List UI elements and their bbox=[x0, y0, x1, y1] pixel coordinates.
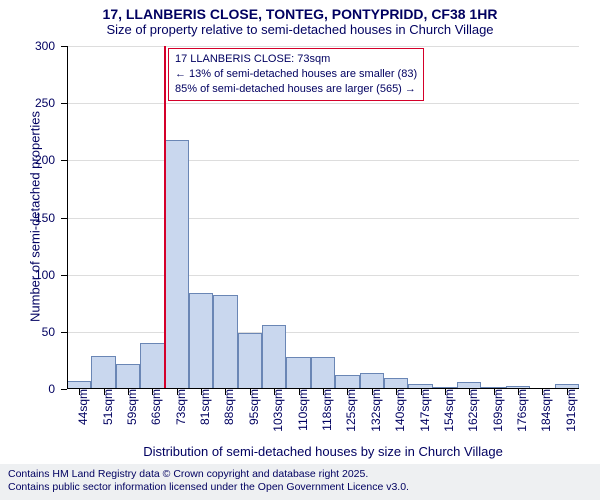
histogram-bar bbox=[262, 325, 286, 389]
histogram-bar bbox=[286, 357, 310, 389]
ytick-label: 50 bbox=[42, 325, 67, 339]
chart-title-2: Size of property relative to semi-detach… bbox=[0, 22, 600, 37]
xtick-label: 132sqm bbox=[361, 389, 383, 432]
xtick-label: 191sqm bbox=[556, 389, 578, 432]
histogram-bar bbox=[213, 295, 237, 389]
xtick-label: 110sqm bbox=[288, 389, 310, 431]
xtick-label: 118sqm bbox=[312, 389, 334, 431]
x-axis-label: Distribution of semi-detached houses by … bbox=[67, 444, 579, 459]
xtick-label: 66sqm bbox=[141, 389, 163, 425]
gridline bbox=[67, 218, 579, 219]
xtick-label: 59sqm bbox=[117, 389, 139, 425]
xtick-label: 154sqm bbox=[434, 389, 456, 432]
xtick-label: 140sqm bbox=[385, 389, 407, 432]
attribution-footer: Contains HM Land Registry data © Crown c… bbox=[0, 464, 600, 500]
xtick-label: 44sqm bbox=[68, 389, 90, 425]
gridline bbox=[67, 103, 579, 104]
y-axis-line bbox=[67, 46, 68, 389]
histogram-bar bbox=[91, 356, 115, 389]
annotation-line-3: 85% of semi-detached houses are larger (… bbox=[175, 82, 417, 97]
xtick-label: 73sqm bbox=[166, 389, 188, 425]
histogram-bar bbox=[335, 375, 359, 389]
footer-line-1: Contains HM Land Registry data © Crown c… bbox=[8, 468, 592, 481]
histogram-bar bbox=[189, 293, 213, 389]
xtick-label: 51sqm bbox=[93, 389, 115, 425]
xtick-label: 88sqm bbox=[214, 389, 236, 425]
histogram-bar bbox=[238, 333, 262, 389]
xtick-label: 103sqm bbox=[263, 389, 285, 432]
ytick-label: 0 bbox=[48, 382, 67, 396]
histogram-bar bbox=[140, 343, 164, 389]
gridline bbox=[67, 46, 579, 47]
annotation-box: 17 LLANBERIS CLOSE: 73sqm← 13% of semi-d… bbox=[168, 48, 424, 101]
xtick-label: 184sqm bbox=[531, 389, 553, 432]
ytick-label: 300 bbox=[35, 39, 67, 53]
property-marker-line bbox=[164, 46, 166, 389]
chart-title-1: 17, LLANBERIS CLOSE, TONTEG, PONTYPRIDD,… bbox=[0, 0, 600, 22]
histogram-bar bbox=[360, 373, 384, 389]
footer-line-2: Contains public sector information licen… bbox=[8, 481, 592, 494]
histogram-bar bbox=[116, 364, 140, 389]
plot-area: 05010015020025030044sqm51sqm59sqm66sqm73… bbox=[67, 46, 579, 389]
chart-container: 17, LLANBERIS CLOSE, TONTEG, PONTYPRIDD,… bbox=[0, 0, 600, 500]
annotation-line-2: ← 13% of semi-detached houses are smalle… bbox=[175, 67, 417, 82]
annotation-line-1: 17 LLANBERIS CLOSE: 73sqm bbox=[175, 52, 417, 67]
xtick-label: 169sqm bbox=[483, 389, 505, 432]
xtick-label: 125sqm bbox=[336, 389, 358, 432]
gridline bbox=[67, 275, 579, 276]
gridline bbox=[67, 332, 579, 333]
xtick-label: 147sqm bbox=[410, 389, 432, 432]
histogram-bar bbox=[311, 357, 335, 389]
histogram-bar bbox=[165, 140, 189, 389]
x-axis-line bbox=[67, 388, 579, 389]
gridline bbox=[67, 160, 579, 161]
xtick-label: 95sqm bbox=[239, 389, 261, 425]
xtick-label: 162sqm bbox=[458, 389, 480, 432]
xtick-label: 176sqm bbox=[507, 389, 529, 432]
y-axis-label: Number of semi-detached properties bbox=[28, 91, 43, 341]
xtick-label: 81sqm bbox=[190, 389, 212, 425]
